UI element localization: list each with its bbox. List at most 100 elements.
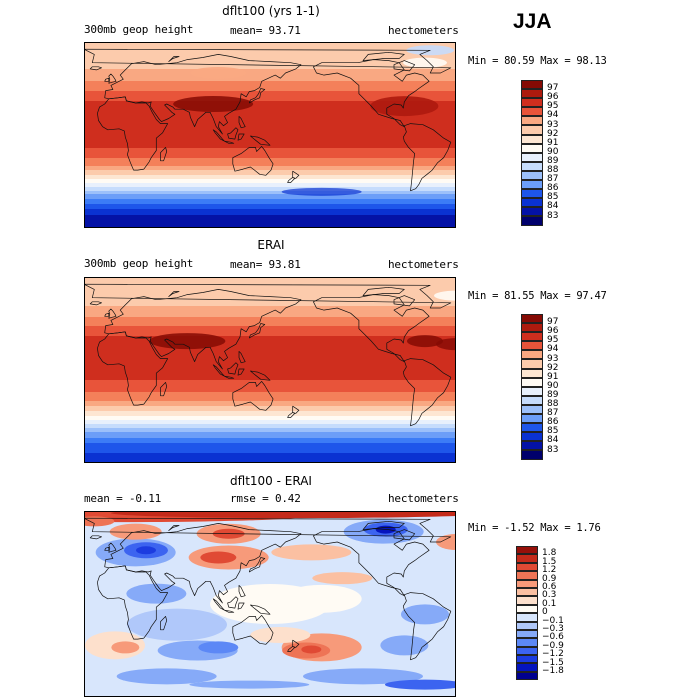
field-band xyxy=(84,57,456,59)
field-band xyxy=(84,174,456,176)
colorbar-swatch xyxy=(516,671,538,681)
diff-anomaly xyxy=(312,572,373,585)
field-band xyxy=(84,150,456,152)
field-band xyxy=(84,378,456,380)
field-band xyxy=(84,458,456,460)
field-band xyxy=(84,406,456,408)
field-band xyxy=(84,92,456,94)
colorbar-tick-label: 89 xyxy=(547,155,559,166)
colorbar-swatch xyxy=(521,377,543,387)
field-band xyxy=(84,197,456,199)
field-anomaly xyxy=(407,335,443,348)
field-band xyxy=(84,409,456,411)
field-band xyxy=(84,344,456,346)
field-band xyxy=(84,191,456,193)
field-band xyxy=(84,207,456,209)
diff-anomaly xyxy=(250,627,311,643)
field-band xyxy=(84,390,456,392)
field-band xyxy=(84,134,456,136)
colorbar-swatch xyxy=(521,98,543,108)
coastline xyxy=(227,362,239,375)
colorbar-swatch xyxy=(521,323,543,333)
field-band xyxy=(84,67,456,69)
field-band xyxy=(84,444,456,446)
field-band xyxy=(84,178,456,180)
field-band xyxy=(84,121,456,123)
field-band xyxy=(84,184,456,186)
diff-anomaly xyxy=(303,668,423,685)
colorbar-tick-label: 96 xyxy=(547,92,559,103)
field-band xyxy=(84,321,456,323)
field-band xyxy=(84,319,456,321)
field-band xyxy=(84,72,456,74)
field-band xyxy=(84,341,456,343)
field-band xyxy=(84,176,456,178)
colorbar-swatch xyxy=(521,125,543,135)
field-band xyxy=(84,65,456,67)
coastline xyxy=(402,592,452,661)
field-band xyxy=(84,418,456,420)
colorbar-swatch xyxy=(521,198,543,208)
diff-anomaly xyxy=(385,679,456,690)
map-frame xyxy=(84,277,456,463)
field-band xyxy=(84,161,456,163)
field-band xyxy=(84,429,456,431)
field-band xyxy=(84,364,456,366)
colorbar-tick-label: 85 xyxy=(547,426,559,437)
field-band xyxy=(84,199,456,201)
field-band xyxy=(84,54,456,56)
field-band xyxy=(84,291,456,293)
field-band xyxy=(84,333,456,335)
colorbar-swatch xyxy=(521,395,543,405)
field-band xyxy=(84,448,456,450)
coastline xyxy=(287,177,296,183)
colorbar-tick-label: 1.8 xyxy=(542,548,557,559)
field-band xyxy=(84,362,456,364)
coastline xyxy=(160,382,168,397)
field-band xyxy=(84,424,456,426)
colorbar-tick-label: 88 xyxy=(547,165,559,175)
field-band xyxy=(84,386,456,388)
colorbar-tick-label: 1.5 xyxy=(542,556,557,567)
field-band xyxy=(84,114,456,116)
coastline xyxy=(84,283,452,309)
panel-2-colorbar: 97 96 95 94 93 92 91 90 89 88 87 86 85 84 83 xyxy=(521,314,558,460)
coastline xyxy=(104,546,110,551)
coastline xyxy=(89,66,102,71)
field-band xyxy=(84,175,456,177)
field-band xyxy=(84,73,456,75)
coastline xyxy=(402,358,452,427)
field-band xyxy=(84,70,456,72)
coastline xyxy=(393,295,416,307)
field-band xyxy=(84,190,456,192)
coastline xyxy=(168,525,180,531)
field-band xyxy=(84,63,456,65)
coastline xyxy=(160,147,168,162)
coastline xyxy=(248,557,266,573)
diff-anomaly xyxy=(401,604,449,625)
diff-anomaly xyxy=(111,641,140,654)
colorbar-tick-label: 84 xyxy=(547,435,559,446)
field-band xyxy=(84,384,456,386)
field-band xyxy=(84,439,456,441)
field-band xyxy=(84,225,456,227)
field-band xyxy=(84,119,456,121)
coastline xyxy=(227,596,239,609)
colorbar-swatch xyxy=(516,596,538,605)
field-band xyxy=(84,129,456,131)
field-band xyxy=(84,379,456,381)
field-band xyxy=(84,147,456,149)
field-band xyxy=(84,189,456,191)
field-band xyxy=(84,74,456,76)
field-band xyxy=(84,450,456,452)
field-band xyxy=(84,288,456,290)
field-band xyxy=(84,132,456,134)
field-band xyxy=(84,399,456,401)
field-band xyxy=(84,45,456,47)
field-band xyxy=(84,50,456,52)
field-band xyxy=(84,226,456,228)
field-band xyxy=(84,346,456,348)
panel-2-variable-label: 300mb geop height xyxy=(84,257,194,270)
field-band xyxy=(84,445,456,447)
field-band xyxy=(84,326,456,328)
